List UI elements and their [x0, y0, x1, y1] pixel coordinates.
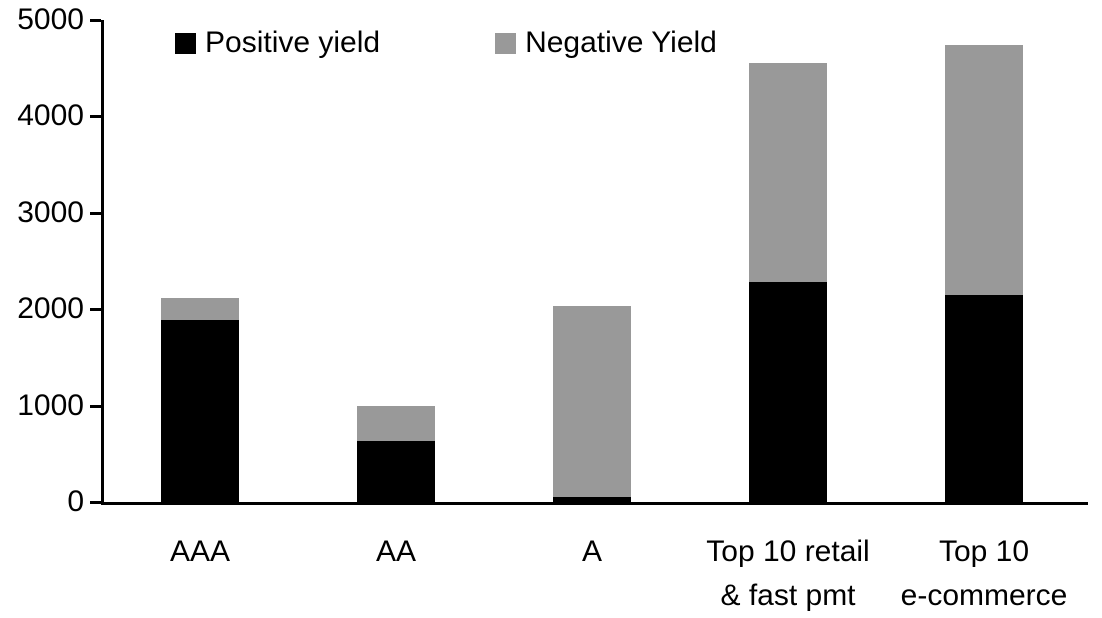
x-axis-category-label: AA: [375, 535, 417, 568]
y-axis-tick: [90, 115, 101, 119]
y-axis-tick: [90, 501, 101, 504]
y-axis-tick-label: 2000: [17, 292, 84, 326]
x-axis-category-label: Top 10 retail & fast pmt: [706, 535, 870, 612]
x-axis-category-label: Top 10 e-commerce: [900, 535, 1068, 612]
legend-label: Negative Yield: [525, 26, 717, 59]
bar-segment-positive-yield: [749, 282, 827, 502]
y-axis-tick: [90, 404, 101, 408]
bar-segment-negative-yield: [161, 297, 239, 320]
bar-segment-positive-yield: [553, 497, 631, 502]
x-axis-category-label: A: [581, 535, 602, 568]
chart-legend: Positive yield Negative Yield: [175, 28, 717, 58]
bar-segment-positive-yield: [161, 319, 239, 502]
y-axis-line: [101, 20, 104, 505]
y-axis-tick: [90, 308, 101, 312]
x-axis-line: [101, 502, 1088, 505]
legend-swatch-icon: [175, 32, 196, 54]
y-axis-tick-label: 4000: [17, 99, 84, 133]
bar-segment-negative-yield: [945, 45, 1023, 295]
legend-swatch-icon: [495, 32, 517, 54]
y-axis-tick-label: 3000: [17, 195, 84, 229]
y-axis-tick-label: 5000: [17, 3, 84, 36]
legend-item-positive-yield: Positive yield: [175, 28, 380, 58]
bar-segment-negative-yield: [749, 63, 827, 283]
y-axis-tick: [90, 19, 101, 22]
y-axis-tick-label: 0: [67, 485, 84, 518]
legend-item-negative-yield: Negative Yield: [495, 28, 717, 58]
bar-segment-negative-yield: [357, 405, 435, 442]
legend-label: Positive yield: [205, 26, 381, 59]
y-axis-tick: [90, 211, 101, 215]
x-axis-category-label: AAA: [169, 535, 231, 568]
bar-segment-positive-yield: [945, 294, 1023, 502]
bar-segment-negative-yield: [553, 306, 631, 498]
y-axis-tick-label: 1000: [17, 388, 84, 422]
bar-segment-positive-yield: [357, 441, 435, 502]
